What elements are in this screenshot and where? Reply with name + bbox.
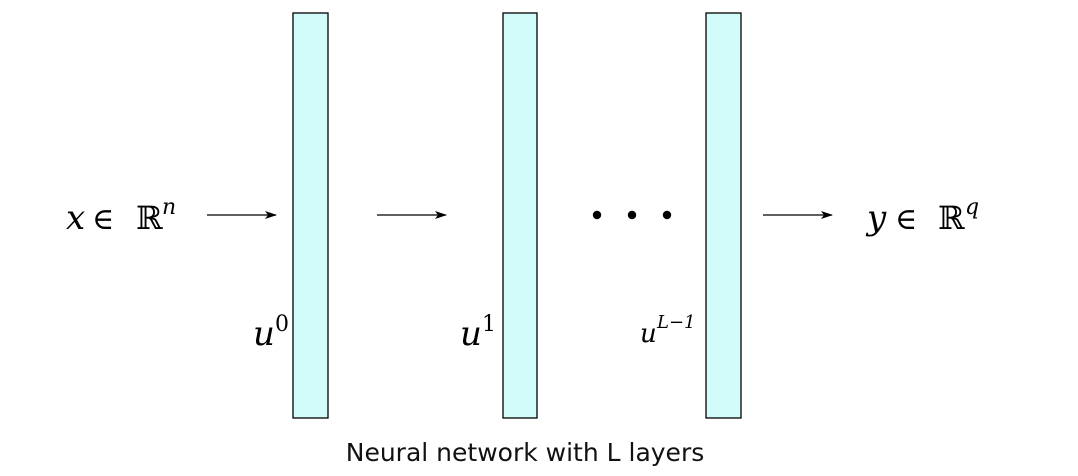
ellipsis (592, 210, 672, 220)
output-set-exponent: q (965, 195, 979, 220)
layer-0-superscript: 0 (275, 312, 289, 337)
layer-1-base: u (460, 314, 482, 354)
ellipsis-dot (662, 210, 672, 220)
input-set-exponent: n (162, 195, 176, 220)
layer-last-bar (705, 12, 742, 419)
ellipsis-dot (627, 210, 637, 220)
output-variable: y (865, 198, 887, 238)
input-variable: x (66, 198, 85, 238)
layer-last-label: u L−1 (640, 312, 696, 349)
layer-0-base: u (253, 314, 275, 354)
output-set-symbol: ℝ (938, 199, 965, 237)
layer-1-bar (502, 12, 538, 419)
layer-0-bar (292, 12, 329, 419)
input-membership-symbol: ∈ (92, 202, 114, 237)
layer-1-label: u 1 (460, 312, 496, 354)
output-membership-symbol: ∈ (895, 202, 917, 237)
input-set-symbol: ℝ (136, 199, 163, 237)
input-label: x ∈ ℝ n (66, 195, 176, 238)
layer-last-superscript: L−1 (656, 312, 696, 333)
output-label: y ∈ ℝ q (865, 195, 979, 238)
layer-0-label: u 0 (253, 312, 289, 354)
layer-1-superscript: 1 (482, 312, 496, 337)
layer-last-base: u (640, 319, 657, 349)
diagram-caption: Neural network with L layers (346, 438, 705, 467)
ellipsis-dot (592, 210, 602, 220)
